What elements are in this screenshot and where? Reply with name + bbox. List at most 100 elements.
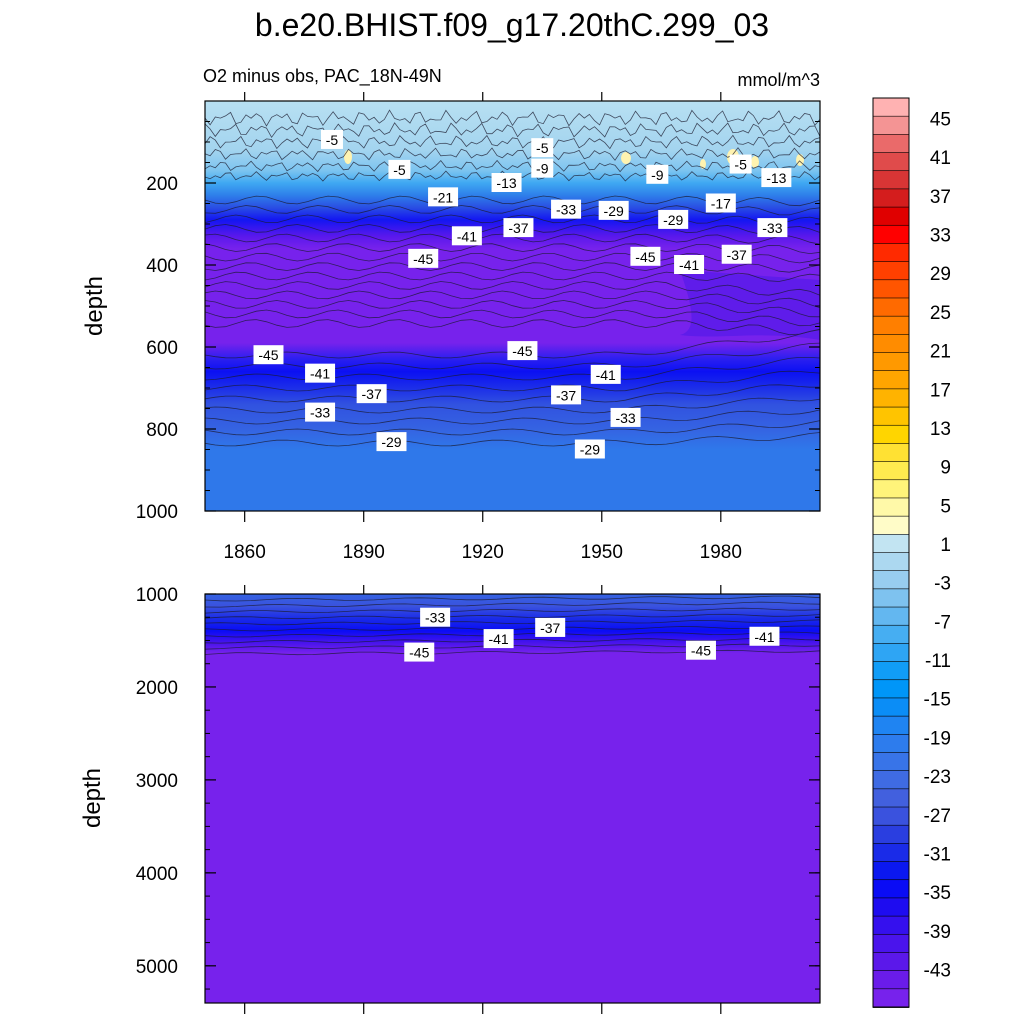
colorbar-swatch xyxy=(872,588,910,608)
contour-label-text: -37 xyxy=(556,387,576,403)
colorbar-swatch xyxy=(872,479,910,499)
colorbar-swatch xyxy=(872,988,910,1008)
contour-label-box xyxy=(757,218,788,238)
contour-label: -21 xyxy=(428,187,459,207)
contour-label: -41 xyxy=(590,364,621,384)
contour-label: -29 xyxy=(658,209,689,229)
colorbar-label: -31 xyxy=(924,844,951,865)
colorbar-swatch xyxy=(872,770,910,790)
colorbar-label: -27 xyxy=(924,806,951,827)
colorbar-swatch xyxy=(872,534,910,554)
contour-line xyxy=(204,649,821,656)
lower-contour-labels: -33 -37 -41 -45 -45 -41 xyxy=(404,607,780,662)
contour-label-text: -13 xyxy=(766,170,786,186)
y-tick-label: 4000 xyxy=(136,864,178,885)
contour-label: -41 xyxy=(483,629,514,649)
contour-line xyxy=(204,147,821,161)
contour-line xyxy=(204,619,821,626)
colorbar-swatch xyxy=(872,315,910,336)
upper-y-axis: 200 400 600 800 1000 xyxy=(136,100,820,523)
contour-label-text: -29 xyxy=(580,442,600,458)
contour-label-text: -45 xyxy=(512,343,532,359)
contour-label: -5 xyxy=(320,129,343,149)
colorbar-swatch xyxy=(872,297,910,318)
contour-label-box xyxy=(630,246,661,266)
contour-label: -37 xyxy=(356,384,387,404)
contour-label: -45 xyxy=(507,341,538,361)
contour-label: -29 xyxy=(376,432,407,452)
lower-panel: -33-37-41-45 -45-41 10002000300040005000 … xyxy=(79,585,821,1014)
colorbar-label: 13 xyxy=(930,419,951,440)
colorbar-swatch xyxy=(872,733,910,754)
upper-panel: O2 minus obs, PAC_18N-49N mmol/m^3 -5 -5 -… xyxy=(81,66,821,563)
contour-line xyxy=(204,205,821,216)
contour-label-text: -29 xyxy=(381,434,401,450)
colorbar-label: -3 xyxy=(934,574,951,595)
contour-label-text: -45 xyxy=(258,347,278,363)
y-tick-label: 600 xyxy=(146,338,178,359)
contour-label-text: -37 xyxy=(540,620,560,636)
lower-plot-frame xyxy=(204,593,821,1004)
contour-line xyxy=(204,109,821,127)
y-tick-label: 5000 xyxy=(136,957,178,978)
contour-label-text: -29 xyxy=(663,212,683,228)
y-tick-label: 1000 xyxy=(136,585,178,606)
colorbar-swatch xyxy=(872,970,910,990)
contour-label-text: -5 xyxy=(393,162,406,178)
colorbar-swatch xyxy=(872,806,910,827)
contour-label: -41 xyxy=(674,255,705,274)
colorbar-swatch xyxy=(872,624,910,645)
y-tick-label: 800 xyxy=(146,420,178,441)
contour-line xyxy=(204,319,821,336)
contour-label-text: -13 xyxy=(496,175,516,191)
contour-line xyxy=(204,595,821,602)
contour-label-text: -37 xyxy=(508,220,528,236)
colorbar-swatch xyxy=(872,752,910,772)
contour-label-box xyxy=(761,168,792,188)
colorbar-swatch xyxy=(872,443,910,463)
colorbar-swatch xyxy=(872,606,910,627)
contour-label-box xyxy=(503,218,534,238)
colorbar-swatch xyxy=(872,406,910,427)
colorbar-swatch xyxy=(872,824,910,845)
colorbar-swatch xyxy=(872,261,910,281)
colorbar-label: -15 xyxy=(924,690,951,711)
y-tick-label: 1000 xyxy=(136,502,178,523)
colorbar-swatch xyxy=(872,206,910,227)
colorbar-label: 5 xyxy=(940,496,951,517)
upper-y-axis-title: depth xyxy=(81,276,108,336)
contour-label: -37 xyxy=(535,617,566,637)
contour-label: -45 xyxy=(253,345,284,365)
colorbar-swatch xyxy=(872,861,910,881)
contour-label: -33 xyxy=(610,407,641,427)
colorbar-swatch xyxy=(872,188,910,208)
contour-label: -13 xyxy=(761,168,792,188)
colorbar-swatch xyxy=(872,879,910,899)
upper-x-axis: 1860 1890 1920 1950 1980 xyxy=(224,92,742,563)
contour-line xyxy=(204,122,821,139)
contour-label-box xyxy=(428,187,459,207)
contour-label-box xyxy=(729,154,752,174)
colorbar-swatch xyxy=(872,370,910,390)
contour-label: -5 xyxy=(729,154,752,174)
colorbar-label: 1 xyxy=(940,535,951,556)
colorbar-swatch xyxy=(872,897,910,917)
contour-label-box xyxy=(531,158,554,178)
contour-line xyxy=(204,300,821,318)
contour-label-box xyxy=(376,432,407,452)
contour-label-box xyxy=(491,173,522,192)
colorbar-swatch xyxy=(872,679,910,699)
contour-label-text: -45 xyxy=(691,643,711,659)
colorbar-label: 17 xyxy=(930,380,951,401)
contour-label-text: -37 xyxy=(362,386,382,402)
y-tick-label: 2000 xyxy=(136,678,178,699)
x-tick-label: 1890 xyxy=(343,542,385,563)
y-tick-label: 3000 xyxy=(136,771,178,792)
contour-label-box xyxy=(483,629,514,649)
contour-line xyxy=(204,281,821,296)
colorbar-label: 37 xyxy=(930,187,951,208)
colorbar-swatch xyxy=(872,552,910,572)
contour-label: -33 xyxy=(757,218,788,238)
